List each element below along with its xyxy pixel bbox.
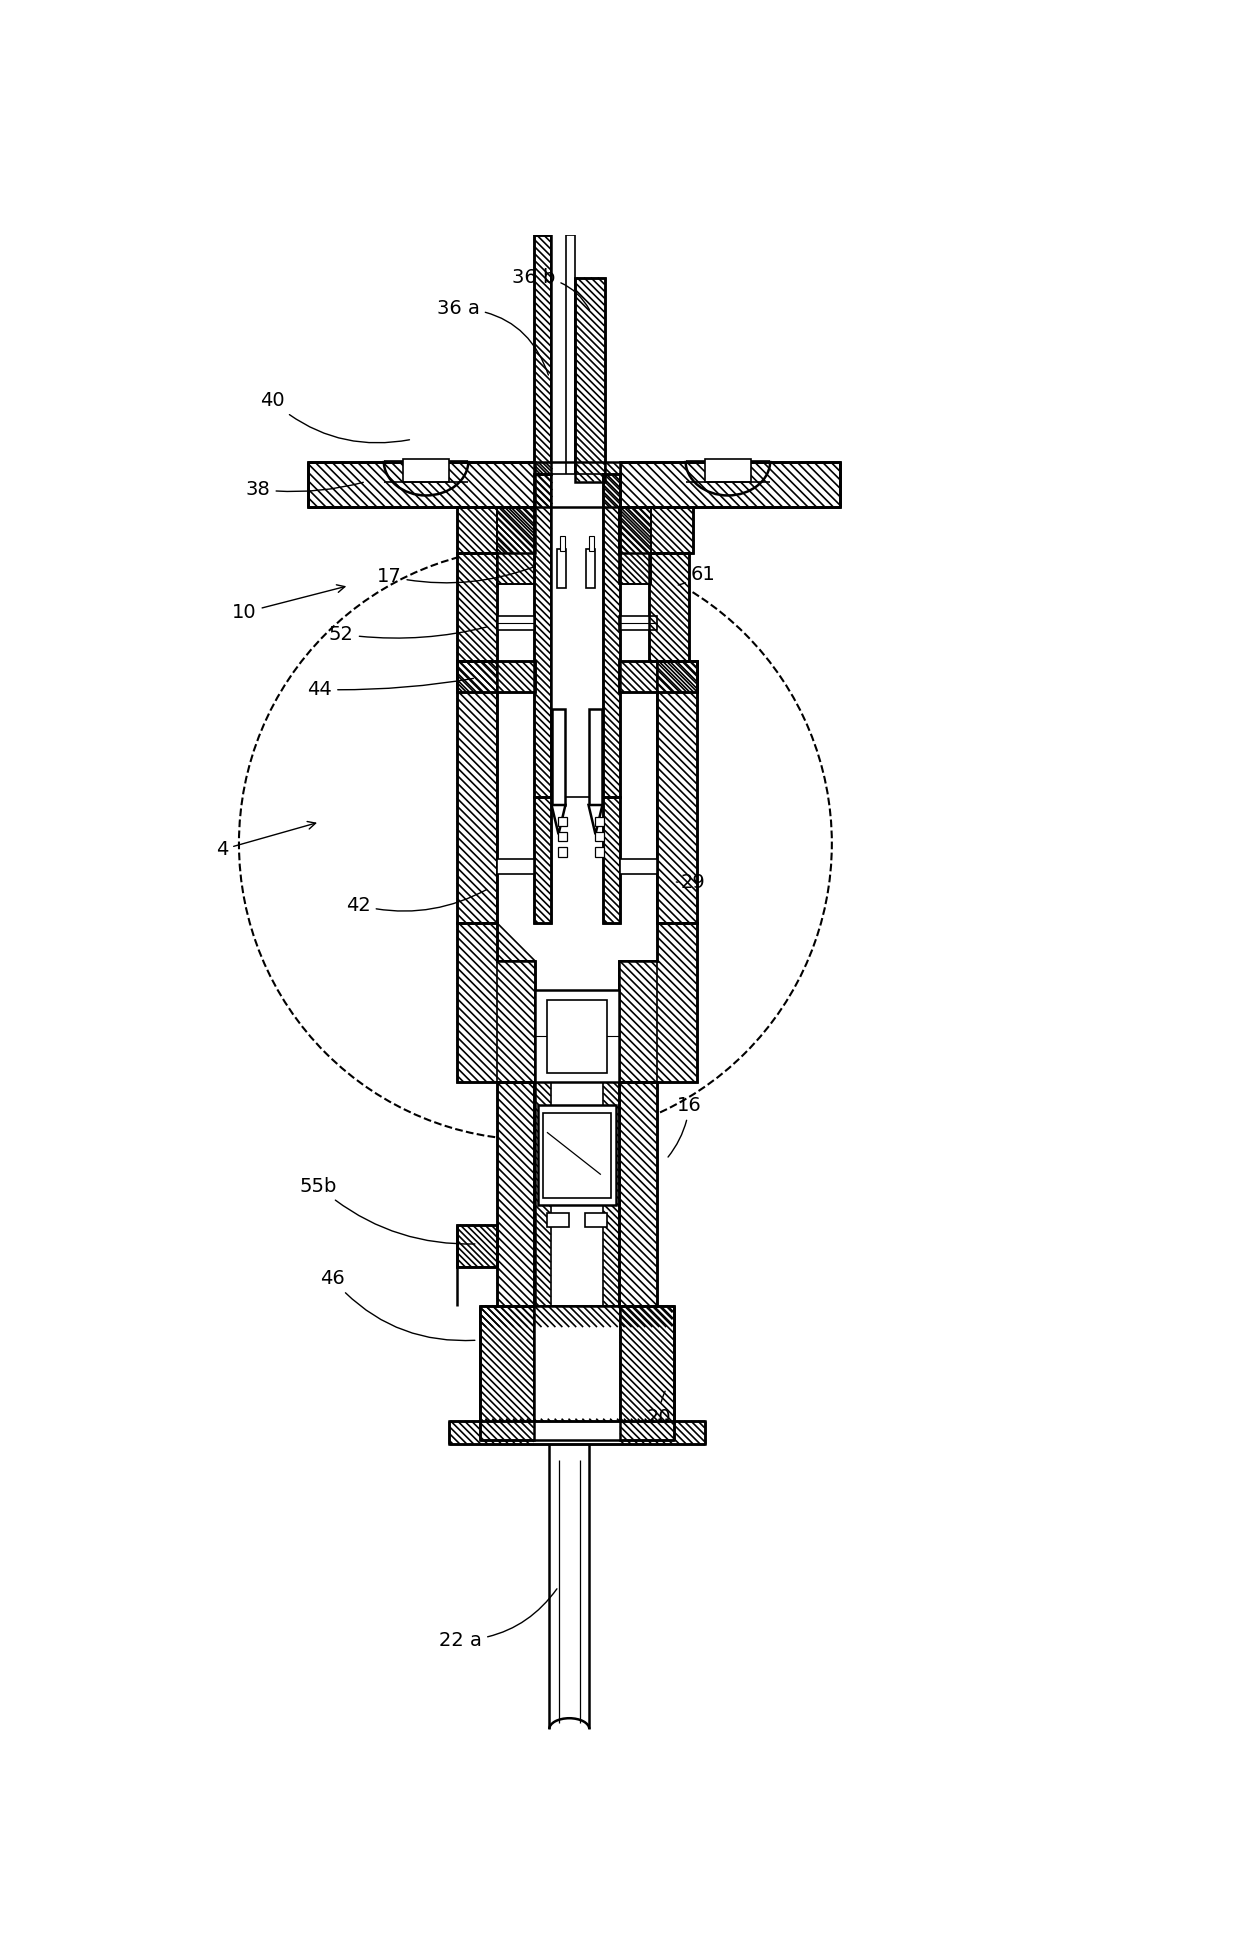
Polygon shape [456,661,497,923]
Bar [557,549,567,588]
Polygon shape [589,806,603,835]
Text: 10: 10 [232,584,345,621]
Bar [547,1213,568,1227]
Polygon shape [575,278,605,482]
Text: 17: 17 [377,566,533,586]
Bar [538,1105,616,1205]
Bar [558,817,567,825]
Text: 44: 44 [308,678,474,700]
Bar [558,831,567,841]
Bar [619,960,657,1082]
Polygon shape [456,508,536,553]
Polygon shape [620,1421,704,1445]
Bar [595,817,604,825]
Bar [497,858,534,874]
Bar [551,235,567,474]
Polygon shape [536,463,552,508]
Polygon shape [619,508,651,584]
Polygon shape [480,1419,672,1441]
Text: 4: 4 [216,821,316,858]
Bar [595,847,604,857]
Bar [497,615,536,631]
Text: 61: 61 [678,564,715,584]
Bar [560,535,564,551]
Polygon shape [534,235,551,474]
Polygon shape [534,474,551,798]
Bar [547,1000,608,1072]
Text: 29: 29 [676,872,706,892]
Polygon shape [449,1421,534,1445]
Polygon shape [603,798,620,923]
Bar [536,990,619,1082]
Bar [589,710,603,806]
Polygon shape [480,1305,672,1327]
Polygon shape [603,474,620,798]
Text: 38: 38 [246,480,363,498]
Bar [567,235,575,482]
Polygon shape [456,553,497,661]
Text: 46: 46 [320,1268,475,1341]
Bar [534,1305,620,1441]
Bar [620,858,657,874]
Polygon shape [657,661,697,923]
Polygon shape [497,1082,536,1305]
Bar [449,1421,704,1445]
Text: 36 b: 36 b [512,269,589,310]
Bar [552,710,565,806]
Polygon shape [619,661,697,692]
Text: 36 a: 36 a [436,298,548,374]
Polygon shape [620,463,839,508]
Polygon shape [480,1305,534,1441]
Polygon shape [497,508,536,584]
Polygon shape [534,1082,551,1305]
Polygon shape [456,661,536,692]
Text: 40: 40 [259,392,409,443]
Bar [595,831,604,841]
Bar [587,549,595,588]
Polygon shape [534,798,551,923]
Text: 55b: 55b [300,1176,475,1245]
Text: 16: 16 [668,1096,702,1156]
Bar [497,960,536,1082]
Text: 42: 42 [346,890,487,915]
Bar [403,459,449,482]
Text: 20: 20 [646,1392,671,1427]
Bar [543,1113,611,1198]
Text: 22 a: 22 a [439,1590,557,1650]
Polygon shape [619,923,697,1082]
Polygon shape [309,463,536,508]
Bar [619,615,657,631]
Polygon shape [552,806,565,835]
Polygon shape [619,508,693,553]
Polygon shape [619,1082,657,1305]
Polygon shape [456,1225,497,1266]
Bar [558,847,567,857]
Bar [589,535,594,551]
Bar [551,235,567,474]
Bar [551,474,603,798]
Polygon shape [605,463,620,508]
Polygon shape [650,553,689,661]
Bar [536,1082,619,1305]
Polygon shape [620,1305,675,1441]
Polygon shape [456,923,536,1082]
Text: 52: 52 [329,625,486,643]
Bar [585,1213,608,1227]
Polygon shape [603,1082,620,1305]
Bar [704,459,751,482]
